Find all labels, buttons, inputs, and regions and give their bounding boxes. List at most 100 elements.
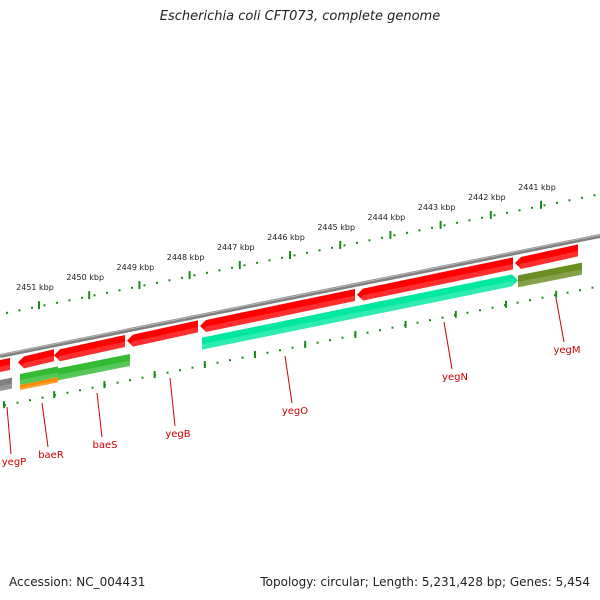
- tick-dot: [318, 249, 321, 252]
- genome-backbone: [0, 234, 600, 358]
- tick-dot: [418, 229, 421, 232]
- tick-dot: [56, 301, 58, 304]
- tick-dot: [479, 309, 481, 312]
- forward-gene-4[interactable]: [127, 320, 198, 354]
- baeS-gene[interactable]: [58, 354, 130, 387]
- tick-dot: [168, 279, 171, 282]
- tick-dot: [368, 239, 371, 242]
- tick-dot: [143, 284, 146, 287]
- forward-gene-7[interactable]: [515, 244, 578, 276]
- tick-dot: [281, 256, 283, 259]
- forward-gene-1[interactable]: [0, 358, 10, 379]
- tick-dot: [191, 366, 194, 369]
- tick-dot: [568, 199, 571, 202]
- gene-label[interactable]: yegM: [553, 345, 580, 356]
- forward-gene-6-shade: [357, 264, 513, 308]
- gene-label-leader: [6, 406, 12, 455]
- tick-dot: [543, 204, 546, 207]
- backbone-line: [0, 234, 600, 358]
- tick-dot: [529, 299, 531, 302]
- forward-gene-1-shade: [0, 364, 10, 379]
- outer-tick-track: [6, 194, 596, 314]
- kbp-label: 2443 kbp: [418, 203, 456, 212]
- tick-dot: [181, 276, 183, 279]
- forward-gene-3-shape: [54, 335, 125, 362]
- tick-dot: [581, 196, 583, 199]
- tick-dot: [593, 194, 596, 197]
- forward-gene-4-shade: [127, 327, 198, 354]
- gene-label[interactable]: yegP: [2, 457, 26, 468]
- tick-dot: [179, 369, 181, 372]
- yegM-gene[interactable]: [518, 262, 582, 294]
- tick-dot: [141, 376, 144, 379]
- tick-dot: [591, 286, 594, 289]
- tick-dot: [343, 244, 346, 247]
- tick-dot: [243, 264, 246, 267]
- kbp-label: 2448 kbp: [167, 253, 205, 262]
- accession-text: Accession: NC_004431: [9, 575, 146, 589]
- tick-dot: [16, 401, 19, 404]
- tick-dot: [541, 296, 544, 299]
- tick-dot: [6, 311, 8, 314]
- gene-label[interactable]: baeR: [38, 450, 64, 461]
- tick-dot: [116, 381, 119, 384]
- kbp-label: 2451 kbp: [16, 283, 54, 292]
- forward-gene-5[interactable]: [200, 289, 355, 339]
- tick-dot: [381, 236, 383, 239]
- baeR-orange-band[interactable]: [20, 377, 58, 393]
- tick-dot: [229, 359, 231, 362]
- forward-gene-6-shape: [357, 257, 513, 301]
- forward-gene-3-shade: [54, 341, 125, 368]
- tick-dot: [118, 289, 121, 292]
- tick-dot: [279, 349, 281, 352]
- forward-gene-1-shape: [0, 358, 10, 372]
- gene-label[interactable]: yegO: [282, 406, 308, 417]
- gene-label-leader: [443, 321, 453, 370]
- tick-dot: [329, 339, 331, 342]
- forward-gene-5-shape: [200, 289, 355, 332]
- yegM-gene-shape: [518, 262, 582, 288]
- tick-dot: [266, 351, 269, 354]
- kbp-label: 2442 kbp: [468, 193, 506, 202]
- tick-dot: [41, 396, 44, 399]
- gene-label[interactable]: baeS: [93, 440, 118, 451]
- forward-gene-3[interactable]: [54, 335, 125, 368]
- tick-dot: [29, 399, 31, 402]
- tick-dot: [18, 309, 21, 312]
- tick-dot: [554, 294, 556, 297]
- forward-gene-2[interactable]: [18, 349, 54, 375]
- tick-dot: [531, 206, 533, 209]
- tick-dot: [516, 301, 519, 304]
- yegO-yegN-gene[interactable]: [202, 274, 518, 357]
- tick-dot: [256, 261, 258, 264]
- forward-gene-6[interactable]: [357, 257, 513, 308]
- tick-dot: [443, 224, 446, 227]
- kbp-label: 2446 kbp: [267, 233, 305, 242]
- tick-dot: [268, 259, 271, 262]
- tick-dot: [43, 304, 46, 307]
- kbp-label: 2444 kbp: [368, 213, 406, 222]
- yegO-yegN-gene-shape: [202, 274, 518, 350]
- kbp-label-group: 2441 kbp 2442 kbp 2443 kbp 2444 kbp 2445 kbp…: [16, 183, 556, 292]
- gene-label[interactable]: yegB: [165, 429, 190, 440]
- baeS-gene-shade: [58, 360, 130, 387]
- tick-dot: [429, 319, 431, 322]
- forward-gene-2-shape: [18, 349, 54, 369]
- kbp-label: 2441 kbp: [518, 183, 556, 192]
- tick-dot: [193, 274, 196, 277]
- genome-summary-text: Topology: circular; Length: 5,231,428 bp…: [260, 575, 590, 589]
- tick-dot: [341, 336, 344, 339]
- tick-dot: [431, 226, 433, 229]
- tick-dot: [518, 209, 521, 212]
- tick-dot: [129, 379, 131, 382]
- tick-dot: [156, 281, 158, 284]
- tick-dot: [566, 291, 569, 294]
- tick-dot: [491, 306, 494, 309]
- reverse-gene-grey[interactable]: [0, 377, 12, 398]
- gene-label[interactable]: yegN: [442, 372, 468, 383]
- tick-dot: [206, 271, 208, 274]
- tick-dot: [31, 306, 33, 309]
- tick-dot: [218, 269, 221, 272]
- tick-dot: [91, 386, 94, 389]
